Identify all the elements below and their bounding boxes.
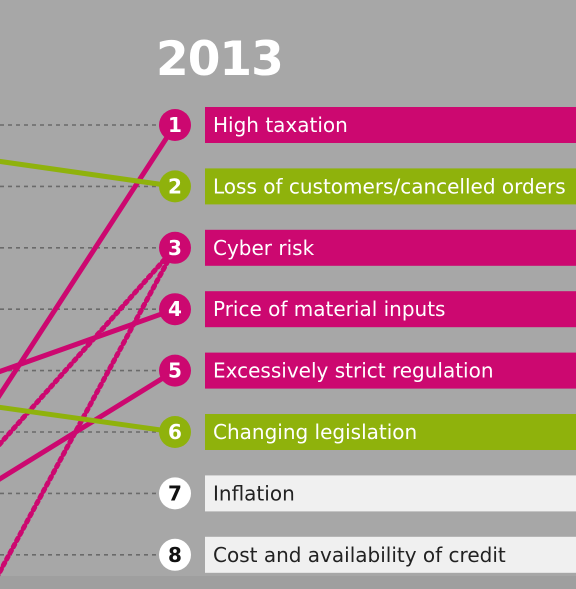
rank-circle xyxy=(159,109,191,141)
rank-number: 5 xyxy=(168,359,182,383)
chart-title: 2013 xyxy=(156,32,284,87)
rank-number: 2 xyxy=(168,174,182,198)
rank-circle xyxy=(159,293,191,326)
rank-bar xyxy=(205,107,576,143)
rank-bar xyxy=(205,475,576,512)
rank-bar xyxy=(205,352,576,389)
connector-line xyxy=(0,122,178,400)
rank-number: 1 xyxy=(168,113,182,137)
rank-label: Cost and availability of credit xyxy=(213,543,506,567)
connector-line xyxy=(0,158,178,189)
connector-line xyxy=(0,306,178,375)
rank-bar xyxy=(205,291,576,328)
rank-label: Price of material inputs xyxy=(213,297,445,321)
rank-label: Changing legislation xyxy=(213,420,417,444)
rank-number: 8 xyxy=(168,543,182,567)
rank-label: Excessively strict regulation xyxy=(213,359,494,383)
rank-circle xyxy=(159,170,191,203)
rank-circle xyxy=(159,354,191,387)
rank-label: High taxation xyxy=(213,113,348,137)
rank-label: Loss of customers/cancelled orders xyxy=(213,174,566,198)
rank-label: Inflation xyxy=(213,481,295,505)
rank-bar xyxy=(205,536,576,573)
connector-line xyxy=(0,404,178,435)
connector-line xyxy=(0,245,178,448)
rank-bar xyxy=(205,168,576,205)
rank-number: 6 xyxy=(168,420,182,444)
rank-number: 4 xyxy=(168,297,182,321)
connector-line xyxy=(0,368,178,482)
rank-bar xyxy=(205,414,576,450)
rank-circle xyxy=(159,538,191,571)
rank-label: Cyber risk xyxy=(213,236,315,260)
rank-circle xyxy=(159,416,191,448)
rank-number: 3 xyxy=(168,236,182,260)
rank-circle xyxy=(159,477,191,510)
rank-number: 7 xyxy=(168,481,182,505)
rank-circle xyxy=(159,231,191,264)
bottom-shade xyxy=(0,576,576,589)
rank-bar xyxy=(205,229,576,266)
